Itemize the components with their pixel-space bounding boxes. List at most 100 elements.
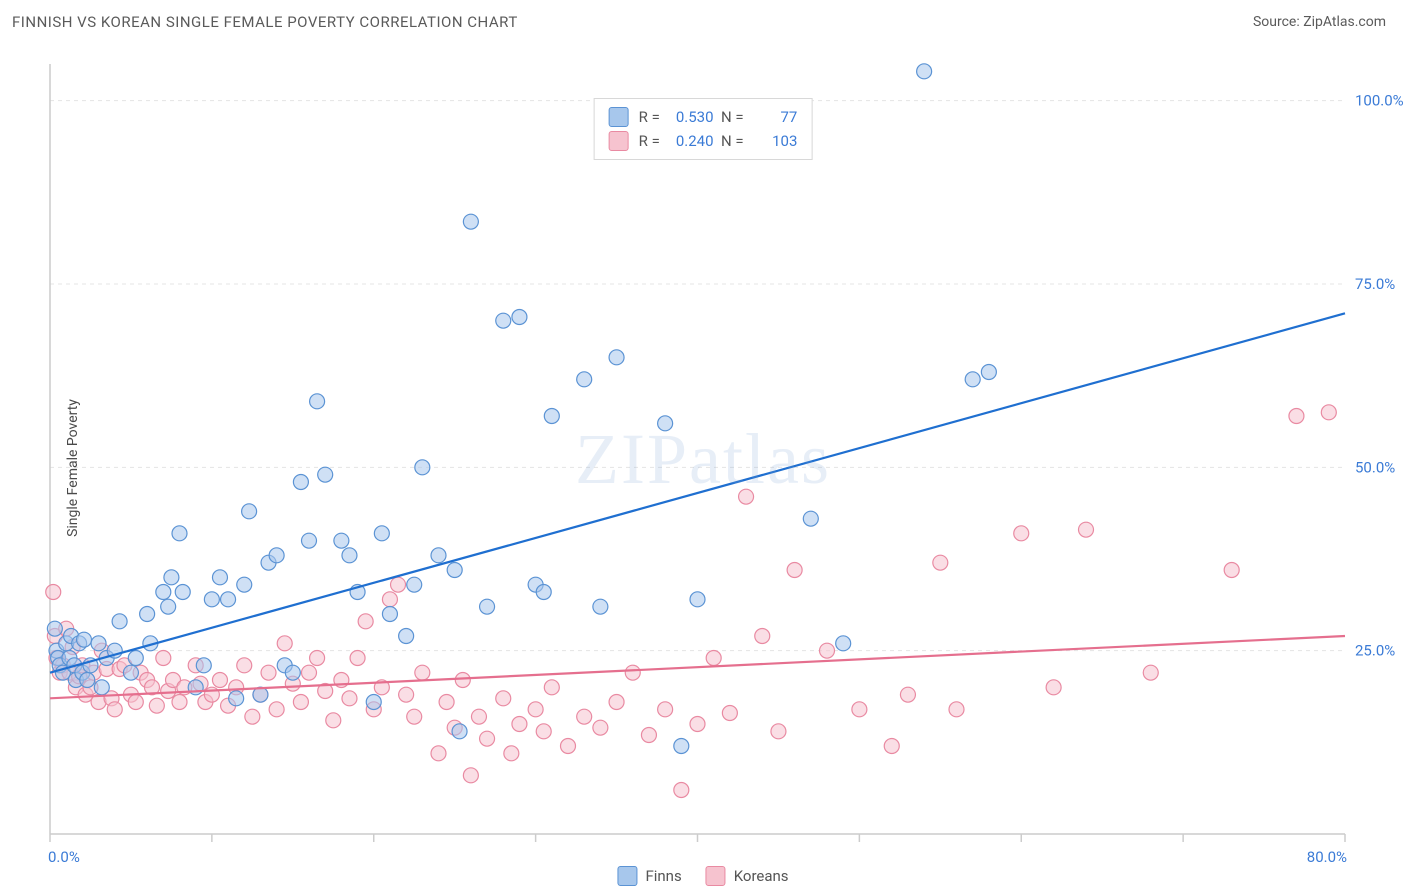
data-point [242,504,257,519]
data-point [212,673,227,688]
data-point [80,673,95,688]
data-point [949,702,964,717]
legend-swatch [609,107,629,127]
legend-row: R = 0.530 N = 77 [609,105,798,129]
series-legend-item: Finns [617,866,681,886]
data-point [140,607,155,622]
data-point [561,739,576,754]
data-point [342,691,357,706]
data-point [787,563,802,578]
data-point [269,702,284,717]
data-point [204,592,219,607]
data-point [399,687,414,702]
data-point [407,709,422,724]
y-tick-label: 50.0% [1355,458,1395,476]
data-point [382,592,397,607]
data-point [852,702,867,717]
data-point [229,691,244,706]
data-point [480,599,495,614]
data-point [981,365,996,380]
data-point [326,713,341,728]
source-link[interactable]: ZipAtlas.com [1303,14,1386,30]
data-point [172,526,187,541]
data-point [439,695,454,710]
data-point [46,585,61,600]
data-point [452,724,467,739]
data-point [447,563,462,578]
data-point [237,658,252,673]
series-legend-label: Finns [645,867,681,885]
data-point [1079,522,1094,537]
data-point [625,665,640,680]
header: FINNISH VS KOREAN SINGLE FEMALE POVERTY … [0,0,1406,44]
data-point [221,592,236,607]
data-point [609,350,624,365]
data-point [245,709,260,724]
data-point [293,695,308,710]
data-point [342,548,357,563]
data-point [302,665,317,680]
data-point [285,665,300,680]
data-point [431,548,446,563]
data-point [544,680,559,695]
data-point [1046,680,1061,695]
data-point [399,629,414,644]
data-point [123,665,138,680]
data-point [172,695,187,710]
data-point [374,526,389,541]
y-tick-label: 100.0% [1355,92,1404,110]
data-point [755,629,770,644]
data-point [900,687,915,702]
data-point [164,570,179,585]
data-point [463,768,478,783]
data-point [334,533,349,548]
data-point [965,372,980,387]
data-point [512,310,527,325]
series-legend: Finns Koreans [617,866,788,886]
data-point [1224,563,1239,578]
data-point [593,720,608,735]
data-point [269,548,284,563]
x-tick-label: 80.0% [1307,848,1347,866]
data-point [577,372,592,387]
data-point [496,691,511,706]
data-point [455,673,470,688]
source-label: Source: [1253,14,1300,30]
data-point [820,643,835,658]
data-point [528,702,543,717]
data-point [536,724,551,739]
legend-swatch [609,131,629,151]
data-point [771,724,786,739]
data-point [496,313,511,328]
data-point [415,460,430,475]
scatter-plot-svg: 25.0%50.0%75.0%100.0%0.0%80.0% [0,44,1406,892]
data-point [504,746,519,761]
data-point [107,702,122,717]
data-point [407,577,422,592]
chart-title: FINNISH VS KOREAN SINGLE FEMALE POVERTY … [12,13,518,31]
y-axis-label: Single Female Poverty [65,399,81,537]
data-point [212,570,227,585]
data-point [593,599,608,614]
data-point [128,651,143,666]
data-point [237,577,252,592]
data-point [690,592,705,607]
data-point [261,665,276,680]
data-point [391,577,406,592]
data-point [1321,405,1336,420]
data-point [366,695,381,710]
data-point [156,585,171,600]
data-point [310,651,325,666]
data-point [641,728,656,743]
data-point [156,651,171,666]
series-legend-label: Koreans [734,867,789,885]
legend-stats: R = 0.530 N = 77 [639,105,798,129]
legend-row: R = 0.240 N = 103 [609,129,798,153]
data-point [358,614,373,629]
legend-swatch [617,866,637,886]
data-point [302,533,317,548]
y-tick-label: 25.0% [1355,642,1395,660]
data-point [47,621,62,636]
data-point [91,636,106,651]
data-point [1014,526,1029,541]
